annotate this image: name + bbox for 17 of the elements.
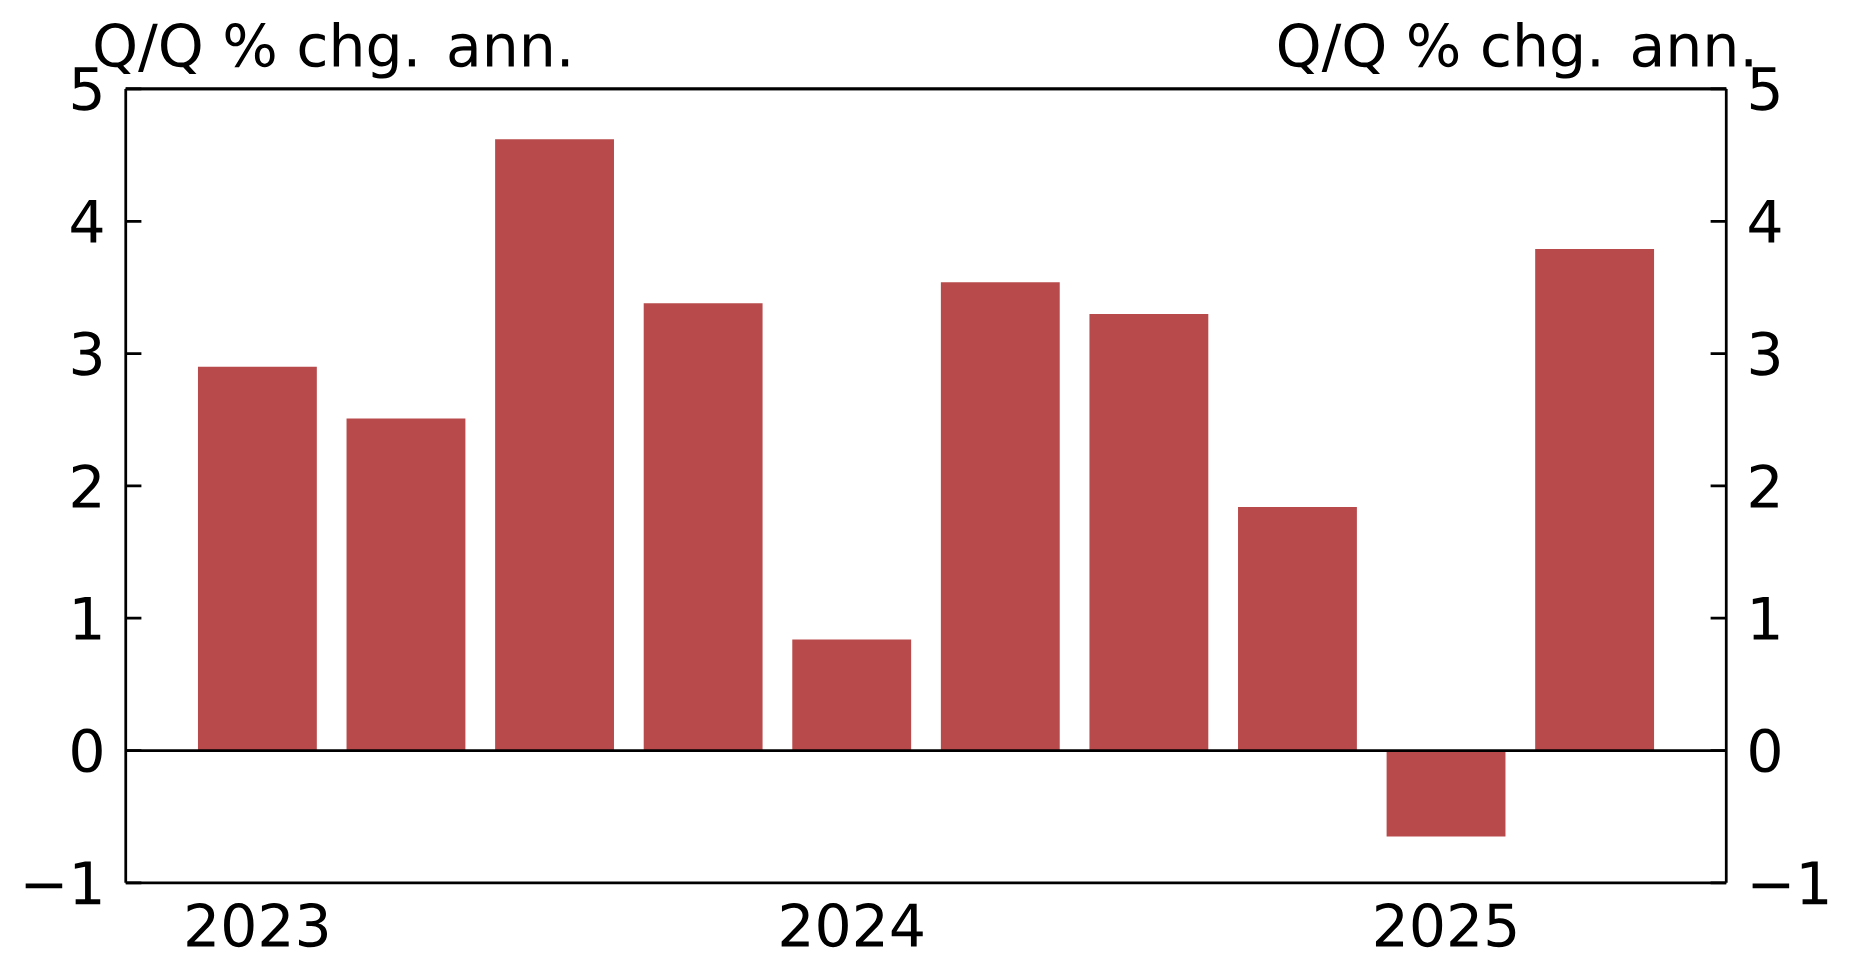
y2-tick-label: 4: [1749, 200, 1781, 243]
y-tick-label: 3: [72, 331, 101, 376]
x-tick-label: 2023: [187, 903, 328, 948]
y-tick-label: 4: [71, 200, 103, 243]
x-tick-label: 2024: [781, 903, 923, 948]
y-tick-label: 0: [72, 728, 102, 773]
y-tick-label: 1: [74, 597, 101, 640]
x-tick-label: 2025: [1375, 903, 1516, 948]
y-tick-label: 2: [72, 464, 100, 508]
y2-tick-label: 2: [1750, 464, 1778, 508]
y2-tick-label: 1: [1752, 597, 1779, 640]
y2-tick-label: 3: [1750, 331, 1779, 376]
y2-tick-label: 5: [1750, 67, 1779, 111]
y-tick-label: −1: [25, 861, 101, 905]
y2-axis-title: Q/Q % chg. ann.: [1278, 22, 1752, 79]
y2-tick-label: 0: [1750, 728, 1780, 773]
y2-tick-label: −1: [1752, 861, 1828, 905]
